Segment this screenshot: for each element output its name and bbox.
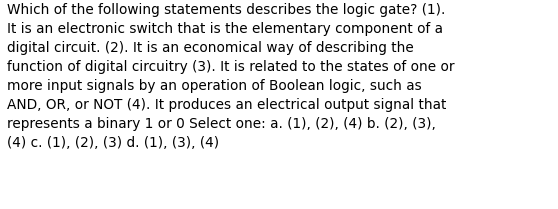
Text: Which of the following statements describes the logic gate? (1).
It is an electr: Which of the following statements descri… xyxy=(7,3,455,150)
